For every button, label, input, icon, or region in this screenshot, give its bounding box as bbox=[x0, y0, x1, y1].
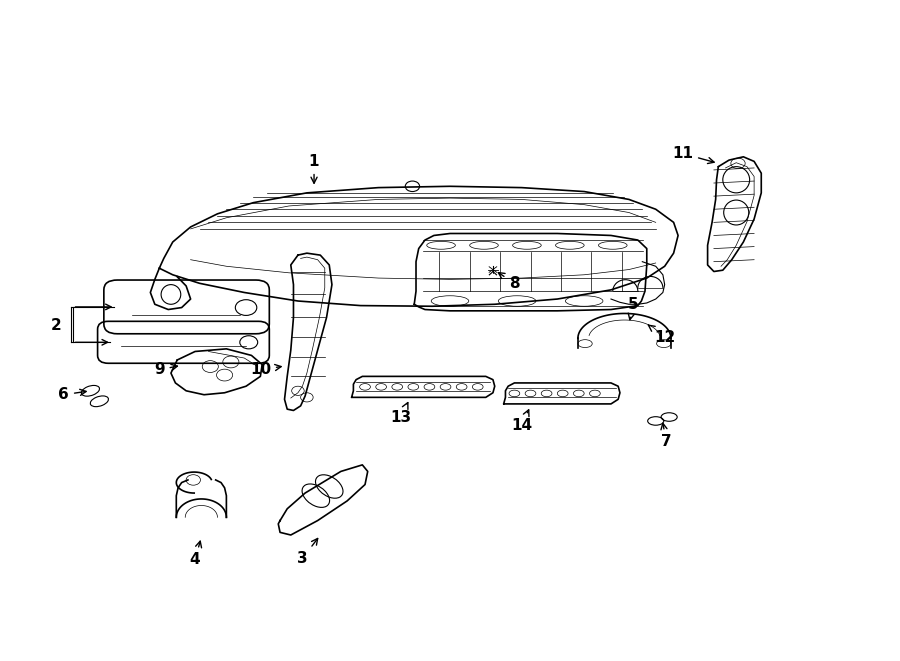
Text: 11: 11 bbox=[672, 146, 715, 163]
Text: 4: 4 bbox=[190, 541, 202, 567]
Text: 9: 9 bbox=[154, 362, 177, 377]
Text: 14: 14 bbox=[511, 410, 532, 433]
Text: 2: 2 bbox=[51, 318, 62, 332]
Text: 13: 13 bbox=[391, 403, 411, 424]
Text: 8: 8 bbox=[499, 272, 519, 291]
Text: 7: 7 bbox=[661, 423, 671, 449]
Text: 3: 3 bbox=[297, 539, 318, 566]
Text: 6: 6 bbox=[58, 387, 86, 403]
Text: 10: 10 bbox=[250, 362, 281, 377]
Text: 5: 5 bbox=[628, 297, 639, 320]
Text: 1: 1 bbox=[309, 154, 320, 183]
Text: 12: 12 bbox=[648, 325, 675, 344]
